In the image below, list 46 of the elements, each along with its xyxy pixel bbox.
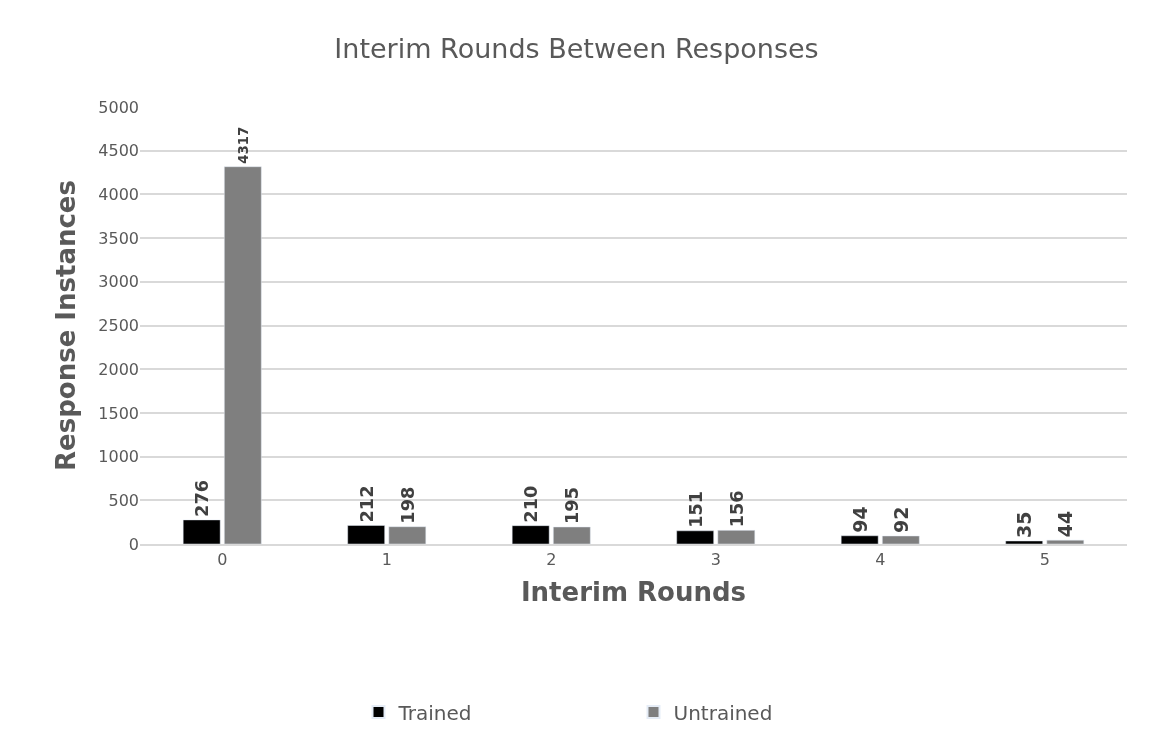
y-tick-label: 5000 xyxy=(98,97,139,117)
y-tick-label: 0 xyxy=(128,534,139,554)
y-tick-label: 500 xyxy=(108,490,139,510)
data-label: 198 xyxy=(397,486,418,524)
bar xyxy=(224,166,262,544)
bar xyxy=(840,535,879,544)
bar xyxy=(676,530,714,544)
data-label: 4317 xyxy=(235,126,251,164)
bar xyxy=(1005,540,1043,544)
bar xyxy=(182,519,221,544)
y-tick-label: 3500 xyxy=(98,228,139,248)
y-tick-label: 4000 xyxy=(98,185,139,204)
data-label: 210 xyxy=(521,485,542,523)
bar xyxy=(553,526,591,544)
y-tick-label: 3000 xyxy=(98,272,139,292)
bar xyxy=(388,526,427,544)
x-tick-label: 1 xyxy=(381,550,392,570)
data-label: 195 xyxy=(562,486,583,524)
x-axis-title: Interim Rounds xyxy=(520,577,747,608)
chart-title: Interim Rounds Between Responses xyxy=(334,32,819,64)
bar xyxy=(511,525,550,544)
data-label: 44 xyxy=(1054,510,1077,538)
x-tick-label: 3 xyxy=(710,550,721,570)
y-tick-label: 2000 xyxy=(98,359,139,379)
data-label: 212 xyxy=(356,485,377,523)
data-label: 151 xyxy=(685,490,706,528)
legend-label: Trained xyxy=(397,700,472,725)
x-tick-label: 4 xyxy=(875,550,886,570)
x-tick-label: 5 xyxy=(1039,550,1050,570)
legend-label: Untrained xyxy=(673,700,773,725)
data-label: 92 xyxy=(889,506,912,533)
y-axis-title: Response Instances xyxy=(50,180,81,471)
y-tick-label: 4500 xyxy=(98,141,139,161)
bar xyxy=(717,530,756,544)
data-label: 35 xyxy=(1013,511,1036,538)
bar xyxy=(1046,539,1085,544)
bar xyxy=(882,535,920,544)
y-tick-label: 1500 xyxy=(98,403,139,423)
data-label: 276 xyxy=(192,479,213,517)
x-tick-label: 2 xyxy=(546,550,557,570)
bar xyxy=(347,525,385,544)
data-label: 94 xyxy=(848,506,871,533)
y-tick-label: 1000 xyxy=(98,447,139,467)
x-tick-label: 0 xyxy=(217,550,228,570)
y-tick-label: 2500 xyxy=(98,316,139,336)
data-label: 156 xyxy=(726,490,747,528)
